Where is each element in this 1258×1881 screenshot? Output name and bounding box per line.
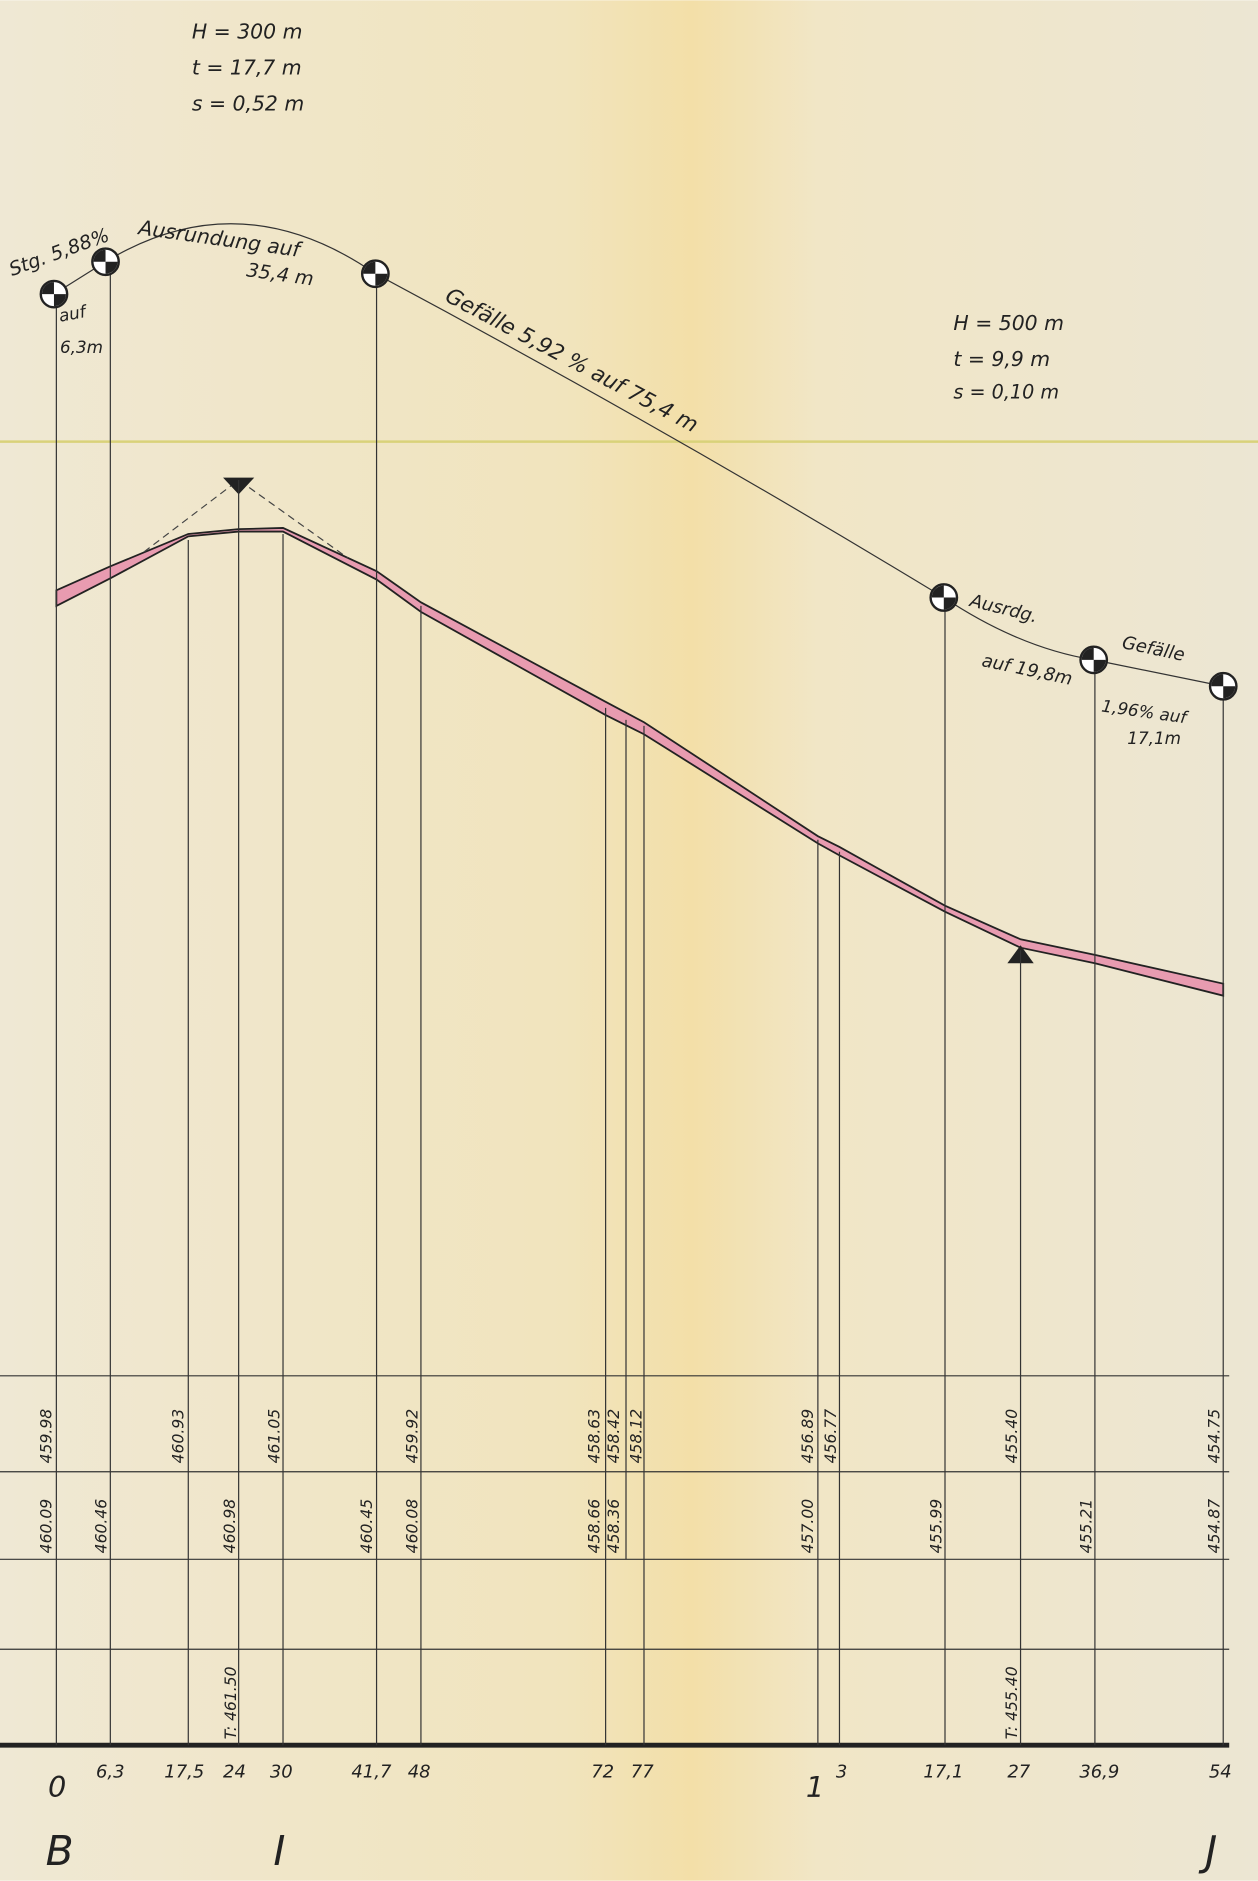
elevation: 457.00 xyxy=(799,1499,817,1554)
grade-line xyxy=(53,223,1224,687)
annotation: s = 0,10 m xyxy=(953,380,1059,403)
station-label: 3 xyxy=(836,1762,847,1783)
elevation: 458.36 xyxy=(605,1499,623,1554)
station-label: 48 xyxy=(408,1762,431,1783)
elevation: 455.40 xyxy=(1003,1409,1021,1464)
elevation: 461.05 xyxy=(265,1409,283,1464)
elevation: 458.63 xyxy=(586,1409,604,1464)
elevation: 458.12 xyxy=(628,1409,646,1464)
station-label: 72 xyxy=(591,1762,614,1783)
annotation: t = 9,9 m xyxy=(953,347,1050,371)
station-label: 54 xyxy=(1209,1762,1232,1783)
elevation: 460.46 xyxy=(93,1499,111,1554)
station-label: 0 xyxy=(48,1770,66,1804)
elevation: 460.08 xyxy=(403,1499,421,1554)
elevation: 460.45 xyxy=(358,1499,376,1554)
elevation: 455.99 xyxy=(927,1499,945,1554)
station-label: 30 xyxy=(270,1762,293,1783)
station-label: 17,1 xyxy=(923,1762,963,1783)
station-label: 6,3 xyxy=(96,1762,125,1783)
station-label: 27 xyxy=(1007,1762,1030,1783)
annotation: t = 17,7 m xyxy=(192,56,302,80)
elevation: 459.98 xyxy=(38,1409,56,1464)
station-label: 24 xyxy=(223,1762,246,1783)
elevation: 455.21 xyxy=(1077,1499,1095,1554)
tangent-lines xyxy=(143,479,349,559)
elevation: 454.87 xyxy=(1206,1499,1224,1554)
elevation: 460.93 xyxy=(169,1409,187,1464)
survey-marker-fill xyxy=(1081,647,1106,672)
point-label: B xyxy=(46,1827,74,1875)
annotation: H = 500 m xyxy=(953,311,1064,335)
annotation: H = 300 m xyxy=(192,20,303,44)
station-label: 1 xyxy=(806,1770,824,1804)
annotation: s = 0,52 m xyxy=(192,92,304,116)
station-label: 36,9 xyxy=(1079,1762,1119,1783)
elevation: 460.09 xyxy=(38,1499,56,1554)
survey-marker-fill xyxy=(931,585,956,610)
elevation: T: 455.40 xyxy=(1003,1666,1021,1739)
annotation: 6,3m xyxy=(60,337,103,357)
elevation: 458.66 xyxy=(586,1499,604,1554)
elevation: 454.75 xyxy=(1206,1409,1224,1464)
survey-marker-fill xyxy=(41,282,66,307)
annotation: 17,1m xyxy=(1127,728,1181,748)
station-label: 17,5 xyxy=(164,1762,204,1783)
elevation: 456.77 xyxy=(822,1409,840,1464)
elevation: 456.89 xyxy=(799,1409,817,1464)
elevation: 460.98 xyxy=(221,1499,239,1554)
elevation: T: 461.50 xyxy=(222,1666,240,1739)
survey-marker-fill xyxy=(1211,674,1236,699)
table-grid xyxy=(0,1375,1230,1748)
elevation: 459.92 xyxy=(403,1409,421,1464)
station-label: 41,7 xyxy=(351,1762,392,1783)
elevation: 458.42 xyxy=(605,1409,623,1464)
survey-marker-fill xyxy=(363,261,388,286)
station-label: 77 xyxy=(631,1762,654,1783)
point-label: I xyxy=(273,1827,285,1875)
